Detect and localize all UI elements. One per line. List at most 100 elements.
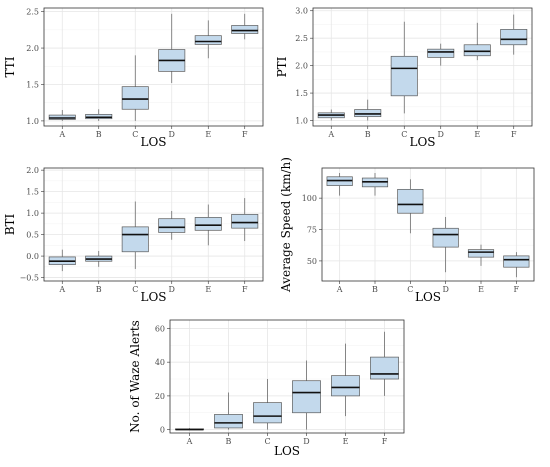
y-tick-label: 2.5 [295,34,308,43]
x-tick-label: E [474,130,480,139]
box-E [331,343,360,417]
box-iqr [503,255,530,268]
x-tick-label: E [478,285,484,294]
y-axis-label: No. of Waze Alerts [128,320,142,433]
x-tick-label: A [327,130,334,139]
x-tick-label: F [242,130,248,139]
x-axis-label: LOS [274,444,300,458]
box-iqr [500,29,528,46]
panel-border [43,167,264,282]
panel-4: 0 20 40 60 A B C D E F LOS No. of Waze Alerts [128,319,405,458]
x-tick-label: F [514,285,520,294]
plot-area [44,8,263,126]
x-tick-label: D [442,285,448,294]
x-axis-label: LOS [409,135,435,149]
y-tick-label: 1.0 [26,209,39,218]
box-iqr [214,414,243,429]
y-tick-label: 1.5 [26,80,39,89]
x-tick-label: F [242,285,248,294]
y-tick-label: 1.0 [26,117,39,126]
y-axis-label: BTI [3,213,17,235]
box-iqr [354,109,382,118]
y-tick-label: 60 [155,324,165,333]
box-E [463,22,491,61]
box-iqr [194,217,222,231]
panel-3: 50 75 100 A B C D E F LOS Average Speed (km/h) [279,157,535,304]
box-A [48,109,76,121]
x-tick-label: B [96,285,102,294]
plot-area [313,8,532,126]
box-D [292,360,321,430]
x-tick-label: D [169,130,175,139]
x-tick-label: B [365,130,371,139]
box-B [354,99,382,121]
y-tick-label: 50 [307,257,317,266]
box-A [326,173,353,196]
x-tick-label: A [336,285,343,294]
y-tick-label: 0.5 [26,231,39,240]
box-E [194,204,222,246]
y-axis-label: PTI [275,56,289,77]
y-tick-label: 3.0 [295,7,308,16]
x-tick-label: C [401,130,407,139]
box-F [370,331,399,396]
panel-1: 1.0 1.5 2.0 2.5 3.0 A B C D E F LOS PTI [275,7,533,149]
box-A [175,427,204,431]
y-tick-label: 100 [302,194,317,203]
y-tick-label: 20 [155,392,165,401]
y-tick-label: 1.5 [26,188,39,197]
y-tick-label: 75 [307,226,317,235]
box-iqr [292,380,321,414]
y-tick-label: 1.0 [295,117,308,126]
x-tick-label: E [205,285,211,294]
x-tick-label: F [382,437,388,446]
x-tick-label: D [438,130,444,139]
x-tick-label: F [511,130,517,139]
box-iqr [397,188,424,214]
box-iqr [158,218,186,233]
box-B [214,392,243,430]
x-tick-label: E [343,437,349,446]
box-iqr [231,25,259,34]
box-A [317,109,345,121]
panel-border [312,7,533,127]
box-iqr [390,55,418,97]
x-tick-label: D [169,285,175,294]
x-tick-label: B [96,130,102,139]
box-iqr [331,375,360,397]
box-C [390,21,418,114]
y-tick-label: 2.5 [26,8,39,17]
x-tick-label: D [303,437,309,446]
box-iqr [370,356,399,380]
box-C [253,379,282,430]
x-axis-label: LOS [415,290,441,304]
box-B [85,250,113,267]
plot-area [322,168,534,281]
box-D [427,43,455,66]
panel-0: 1.0 1.5 2.0 2.5 A B C D E F LOS TTI [3,7,264,149]
y-axis-label: Average Speed (km/h) [279,157,293,293]
x-tick-label: A [186,437,193,446]
box-iqr [432,227,459,248]
box-F [503,252,530,278]
x-tick-label: C [264,437,270,446]
box-A [48,249,76,272]
panel-border [321,167,535,282]
plot-area [170,320,404,433]
box-D [432,216,459,273]
y-tick-label: 0 [160,426,165,435]
box-F [231,13,259,40]
box-iqr [463,44,491,57]
box-C [397,179,424,234]
box-E [194,20,222,59]
x-axis-label: LOS [140,290,166,304]
x-tick-label: C [132,130,138,139]
x-axis-label: LOS [140,135,166,149]
box-iqr [121,226,149,253]
x-tick-label: C [407,285,413,294]
box-B [85,109,113,121]
x-tick-label: A [58,285,65,294]
y-tick-label: 2.0 [295,62,308,71]
x-tick-label: A [58,130,65,139]
